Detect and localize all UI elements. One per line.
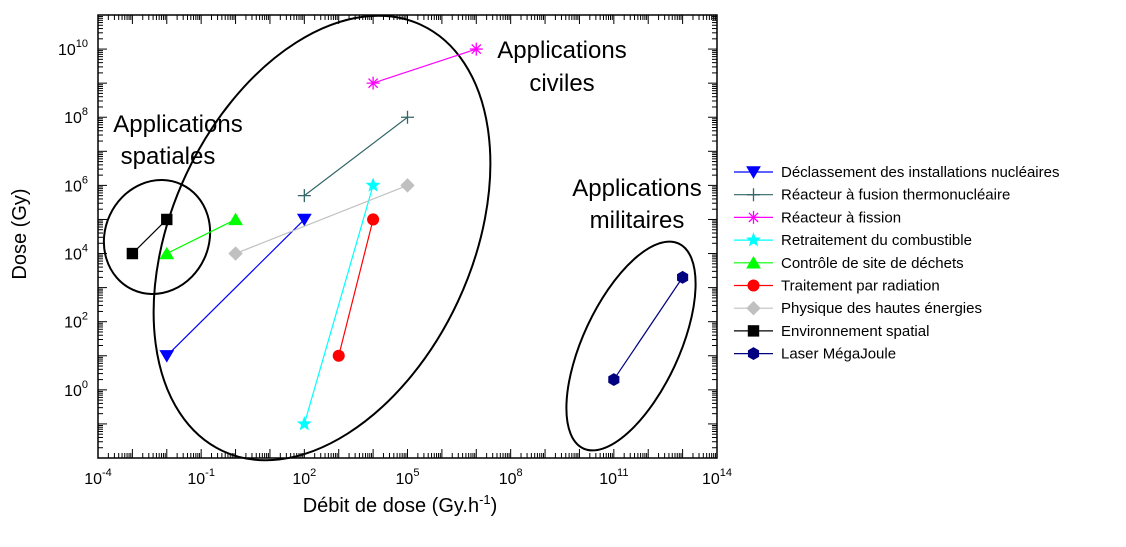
legend-item-controle-de-site-de-dechets: Contrôle de site de déchets <box>734 255 964 272</box>
x-tick-label: 108 <box>499 467 523 488</box>
y-tick-label: 100 <box>64 379 88 400</box>
series-traitement-par-radiation <box>332 213 380 362</box>
annotation-civiles: Applications civiles <box>497 37 626 97</box>
legend-item-retraitement-du-combustible: Retraitement du combustible <box>734 232 972 249</box>
data-point-traitement-par-radiation <box>332 349 345 362</box>
data-point-reacteur-a-fission <box>366 76 380 90</box>
ellipse-civiles <box>152 14 492 462</box>
data-point-physique-des-hautes-energies <box>228 246 243 261</box>
legend: Déclassement des installations nucléaire… <box>734 164 1059 363</box>
annotation-militaires-line2: militaires <box>590 207 685 234</box>
legend-item-reacteur-a-fusion-thermonucleaire: Réacteur à fusion thermonucléaire <box>734 187 1010 204</box>
region-ellipses <box>102 14 697 462</box>
data-point-retraitement-du-combustible <box>365 177 381 192</box>
ellipse-militaires <box>565 240 697 452</box>
series-environnement-spatial <box>126 213 173 260</box>
data-point-laser-megajoule <box>677 270 689 284</box>
x-tick-labels: 10-4 10-1 102 105 108 1011 1014 <box>84 467 732 488</box>
legend-item-traitement-par-radiation: Traitement par radiation <box>734 278 940 295</box>
series-line-environnement-spatial <box>131 219 168 254</box>
legend-marker <box>746 166 761 179</box>
data-point-controle-de-site-de-dechets <box>228 212 243 226</box>
legend-marker <box>745 232 762 247</box>
ellipse-spatiales <box>102 179 212 295</box>
legend-marker <box>747 188 760 202</box>
legend-marker <box>747 325 760 337</box>
series-line-retraitement-du-combustible <box>303 185 374 425</box>
annotation-spatiales-line2: spatiales <box>121 143 216 170</box>
series-physique-des-hautes-energies <box>228 178 415 261</box>
series-controle-de-site-de-dechets <box>159 212 243 260</box>
series-reacteur-a-fusion-thermonucleaire <box>297 110 414 203</box>
series-line-traitement-par-radiation <box>338 219 374 356</box>
data-point-physique-des-hautes-energies <box>400 178 415 193</box>
series-retraitement-du-combustible <box>296 177 381 431</box>
plot-frame <box>97 14 718 459</box>
series-line-controle-de-site-de-dechets <box>166 218 236 255</box>
legend-label: Physique des hautes énergies <box>781 300 982 317</box>
series-reacteur-a-fission <box>366 42 483 90</box>
y-tick-label: 104 <box>64 243 88 264</box>
axis-ticks <box>97 15 717 459</box>
legend-marker <box>747 210 760 224</box>
series-line-laser-megajoule <box>613 277 684 380</box>
series-line-declassement-des-installations-nucleaires <box>166 219 305 357</box>
data-point-reacteur-a-fusion-thermonucleaire <box>401 110 414 124</box>
legend-label: Environnement spatial <box>781 323 929 340</box>
legend-marker <box>746 300 761 316</box>
legend-marker <box>747 279 760 292</box>
series-laser-megajoule <box>608 270 689 387</box>
x-tick-label: 1014 <box>702 467 732 488</box>
legend-item-environnement-spatial: Environnement spatial <box>734 323 929 340</box>
x-tick-label: 1011 <box>599 467 628 488</box>
legend-item-reacteur-a-fission: Réacteur à fission <box>734 209 901 226</box>
legend-marker <box>746 255 761 269</box>
data-point-declassement-des-installations-nucleaires <box>296 213 312 227</box>
legend-label: Retraitement du combustible <box>781 232 972 249</box>
legend-label: Traitement par radiation <box>781 278 940 295</box>
y-tick-label: 102 <box>64 311 88 332</box>
x-tick-label: 102 <box>292 467 316 488</box>
annotation-civiles-line1: Applications <box>497 37 626 64</box>
legend-item-laser-megajoule: Laser MégaJoule <box>734 346 896 363</box>
x-tick-label: 105 <box>396 467 420 488</box>
x-tick-label: 10-1 <box>187 467 215 488</box>
legend-item-physique-des-hautes-energies: Physique des hautes énergies <box>734 300 982 317</box>
annotation-militaires-line1: Applications <box>572 175 701 202</box>
data-point-environnement-spatial <box>161 213 173 226</box>
series-layer <box>126 42 689 431</box>
legend-marker <box>747 347 760 361</box>
legend-item-declassement-des-installations-nucleaires: Déclassement des installations nucléaire… <box>734 164 1059 181</box>
annotation-spatiales: Applications spatiales <box>113 111 242 170</box>
data-point-environnement-spatial <box>126 247 139 260</box>
series-line-reacteur-a-fusion-thermonucleaire <box>303 116 408 197</box>
x-axis-label: Débit de dose (Gy.h-1) <box>303 492 498 517</box>
legend-label: Déclassement des installations nucléaire… <box>781 164 1059 181</box>
y-tick-labels: 100 102 104 106 108 1010 <box>58 38 88 400</box>
data-point-traitement-par-radiation <box>367 213 380 226</box>
data-point-reacteur-a-fusion-thermonucleaire <box>297 189 311 203</box>
data-point-controle-de-site-de-dechets <box>159 246 175 260</box>
data-point-declassement-des-installations-nucleaires <box>159 350 175 363</box>
legend-label: Contrôle de site de déchets <box>781 255 964 272</box>
annotation-militaires: Applications militaires <box>572 175 701 234</box>
data-point-laser-megajoule <box>608 373 620 387</box>
legend-label: Réacteur à fusion thermonucléaire <box>781 187 1010 204</box>
legend-label: Réacteur à fission <box>781 209 901 226</box>
series-declassement-des-installations-nucleaires <box>159 213 312 363</box>
annotation-spatiales-line1: Applications <box>113 111 242 138</box>
y-tick-label: 108 <box>64 106 88 127</box>
y-axis-label: Dose (Gy) <box>9 188 31 279</box>
y-tick-label: 106 <box>64 174 88 195</box>
y-tick-label: 1010 <box>58 38 88 59</box>
x-tick-label: 10-4 <box>84 467 112 488</box>
series-line-physique-des-hautes-energies <box>235 184 408 255</box>
series-line-reacteur-a-fission <box>372 48 477 84</box>
data-point-reacteur-a-fission <box>469 42 483 56</box>
data-point-retraitement-du-combustible <box>296 415 312 431</box>
annotation-civiles-line2: civiles <box>529 70 594 97</box>
legend-label: Laser MégaJoule <box>781 346 896 363</box>
